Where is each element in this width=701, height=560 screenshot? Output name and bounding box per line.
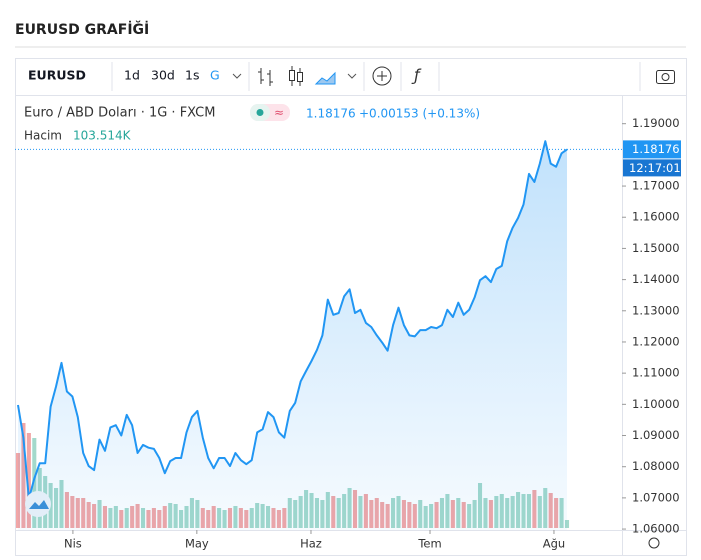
camera-icon[interactable] — [656, 70, 675, 84]
y-tick-label: 1.14000 — [632, 272, 680, 286]
legend-name: Euro / ABD Doları · 1G · FXCM — [24, 106, 215, 121]
plot — [15, 140, 570, 530]
legend-change: +0.00153 (+0.13%) — [359, 107, 480, 121]
interval[interactable]: 30d — [151, 68, 175, 83]
countdown-box — [623, 159, 681, 177]
y-tick-label: 1.16000 — [632, 210, 680, 224]
legend-price: 1.18176 — [306, 107, 356, 121]
y-tick-label: 1.06000 — [632, 522, 680, 536]
candle-icon — [297, 72, 303, 82]
y-tick-label: 1.15000 — [632, 241, 680, 255]
x-tick-label: May — [185, 537, 209, 551]
last-price-label: 1.18176 — [632, 142, 680, 156]
settings-icon[interactable] — [648, 537, 660, 549]
area-icon[interactable] — [314, 71, 336, 85]
logo — [25, 491, 51, 517]
volume-label: Hacim — [24, 129, 62, 143]
dropdown[interactable] — [232, 73, 242, 79]
interval[interactable]: 1s — [185, 68, 199, 83]
y-tick-label: 1.13000 — [632, 303, 680, 317]
y-tick-label: 1.11000 — [632, 366, 680, 380]
y-tick-label: 1.19000 — [632, 116, 680, 130]
y-tick-label: 1.08000 — [632, 459, 680, 473]
x-tick-label: Haz — [300, 537, 322, 551]
bars-icon[interactable] — [258, 68, 273, 86]
interval[interactable]: 1d — [124, 68, 140, 83]
y-tick-label: 1.10000 — [632, 397, 680, 411]
last-price-box — [623, 140, 681, 159]
logo — [29, 500, 49, 509]
price-line — [17, 140, 568, 500]
x-tick-label: Nis — [64, 537, 82, 551]
add-icon[interactable] — [372, 66, 392, 86]
page-title: EURUSD GRAFİĞİ — [15, 20, 149, 38]
fx-icon[interactable]: ƒ — [411, 66, 422, 85]
area-fill — [18, 141, 567, 530]
x-tick-label: Ağu — [543, 537, 565, 551]
candle-icon — [289, 70, 295, 81]
interval[interactable]: G — [210, 68, 220, 83]
countdown: 12:17:01 — [629, 161, 681, 175]
volume-value: 103.514K — [73, 129, 132, 143]
y-tick-label: 1.07000 — [632, 490, 680, 504]
logo — [25, 491, 51, 517]
y-tick-label: 1.12000 — [632, 334, 680, 348]
y-tick-label: 1.17000 — [632, 179, 680, 193]
camera-icon — [661, 73, 670, 81]
y-tick-label: 1.09000 — [632, 428, 680, 442]
dropdown[interactable] — [347, 73, 357, 79]
volume-bar — [26, 433, 31, 528]
badge-icon: ≈ — [274, 106, 284, 120]
status-dot — [256, 109, 264, 116]
add-icon — [377, 71, 387, 81]
symbol[interactable]: EURUSD — [28, 68, 86, 83]
x-tick-label: Tem — [417, 537, 441, 551]
